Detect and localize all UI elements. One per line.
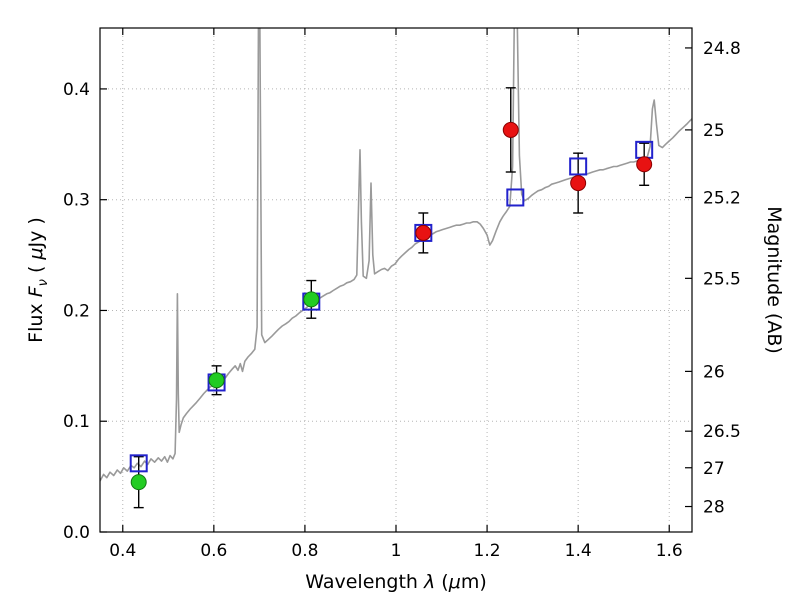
y-tick-label-right: 28	[703, 498, 725, 518]
circle-marker	[415, 224, 432, 241]
open-square-marker	[506, 188, 525, 207]
x-tick-label: 0.8	[291, 541, 318, 561]
axis-ticks	[100, 28, 692, 533]
y-tick-label-right: 25.2	[703, 188, 741, 208]
infrared-band-markers	[415, 121, 653, 241]
y-tick-labels-right: 24.8 25 25.2 25.5 26 26.5 27 28	[703, 39, 741, 518]
y-tick-label-right: 26	[703, 362, 725, 382]
x-tick-label: 1	[391, 541, 402, 561]
optical-band-markers	[130, 291, 320, 491]
y-tick-label-left: 0.3	[63, 191, 90, 211]
y-tick-label-left: 0.0	[63, 523, 90, 543]
x-tick-label: 0.6	[200, 541, 227, 561]
x-tick-label: 1.6	[656, 541, 683, 561]
y-tick-label-left: 0.1	[63, 412, 90, 432]
y-tick-label-right: 25.5	[703, 269, 741, 289]
circle-marker	[303, 291, 320, 308]
y-tick-labels-left: 0.0 0.1 0.2 0.3 0.4	[63, 80, 90, 543]
open-square-marker	[129, 454, 148, 473]
x-tick-label: 1.4	[565, 541, 592, 561]
gridlines	[100, 28, 692, 532]
x-axis-label: Wavelength λ (μm)	[305, 571, 486, 593]
x-tick-labels: 0.4 0.6 0.8 1 1.2 1.4 1.6	[109, 541, 683, 561]
circle-marker	[208, 372, 225, 389]
y-tick-label-left: 0.2	[63, 301, 90, 321]
x-tick-label: 0.4	[109, 541, 136, 561]
y-tick-label-right: 25	[703, 121, 725, 141]
x-tick-label: 1.2	[474, 541, 501, 561]
circle-marker	[502, 121, 519, 138]
circle-marker	[570, 175, 587, 192]
model-spectrum-line	[100, 28, 692, 482]
y-tick-label-right: 27	[703, 459, 725, 479]
y-tick-label-right: 24.8	[703, 39, 741, 59]
y-axis-label-right: Magnitude (AB)	[763, 206, 785, 354]
circle-marker	[636, 156, 653, 173]
y-tick-label-right: 26.5	[703, 422, 741, 442]
y-tick-label-left: 0.4	[63, 80, 90, 100]
circle-marker	[130, 474, 147, 491]
open-square-marker	[569, 157, 588, 176]
y-axis-label-left: Flux Fν ( μJy )	[25, 217, 51, 343]
